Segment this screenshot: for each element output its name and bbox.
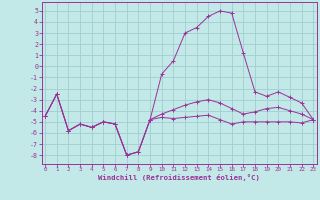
X-axis label: Windchill (Refroidissement éolien,°C): Windchill (Refroidissement éolien,°C)	[98, 174, 260, 181]
